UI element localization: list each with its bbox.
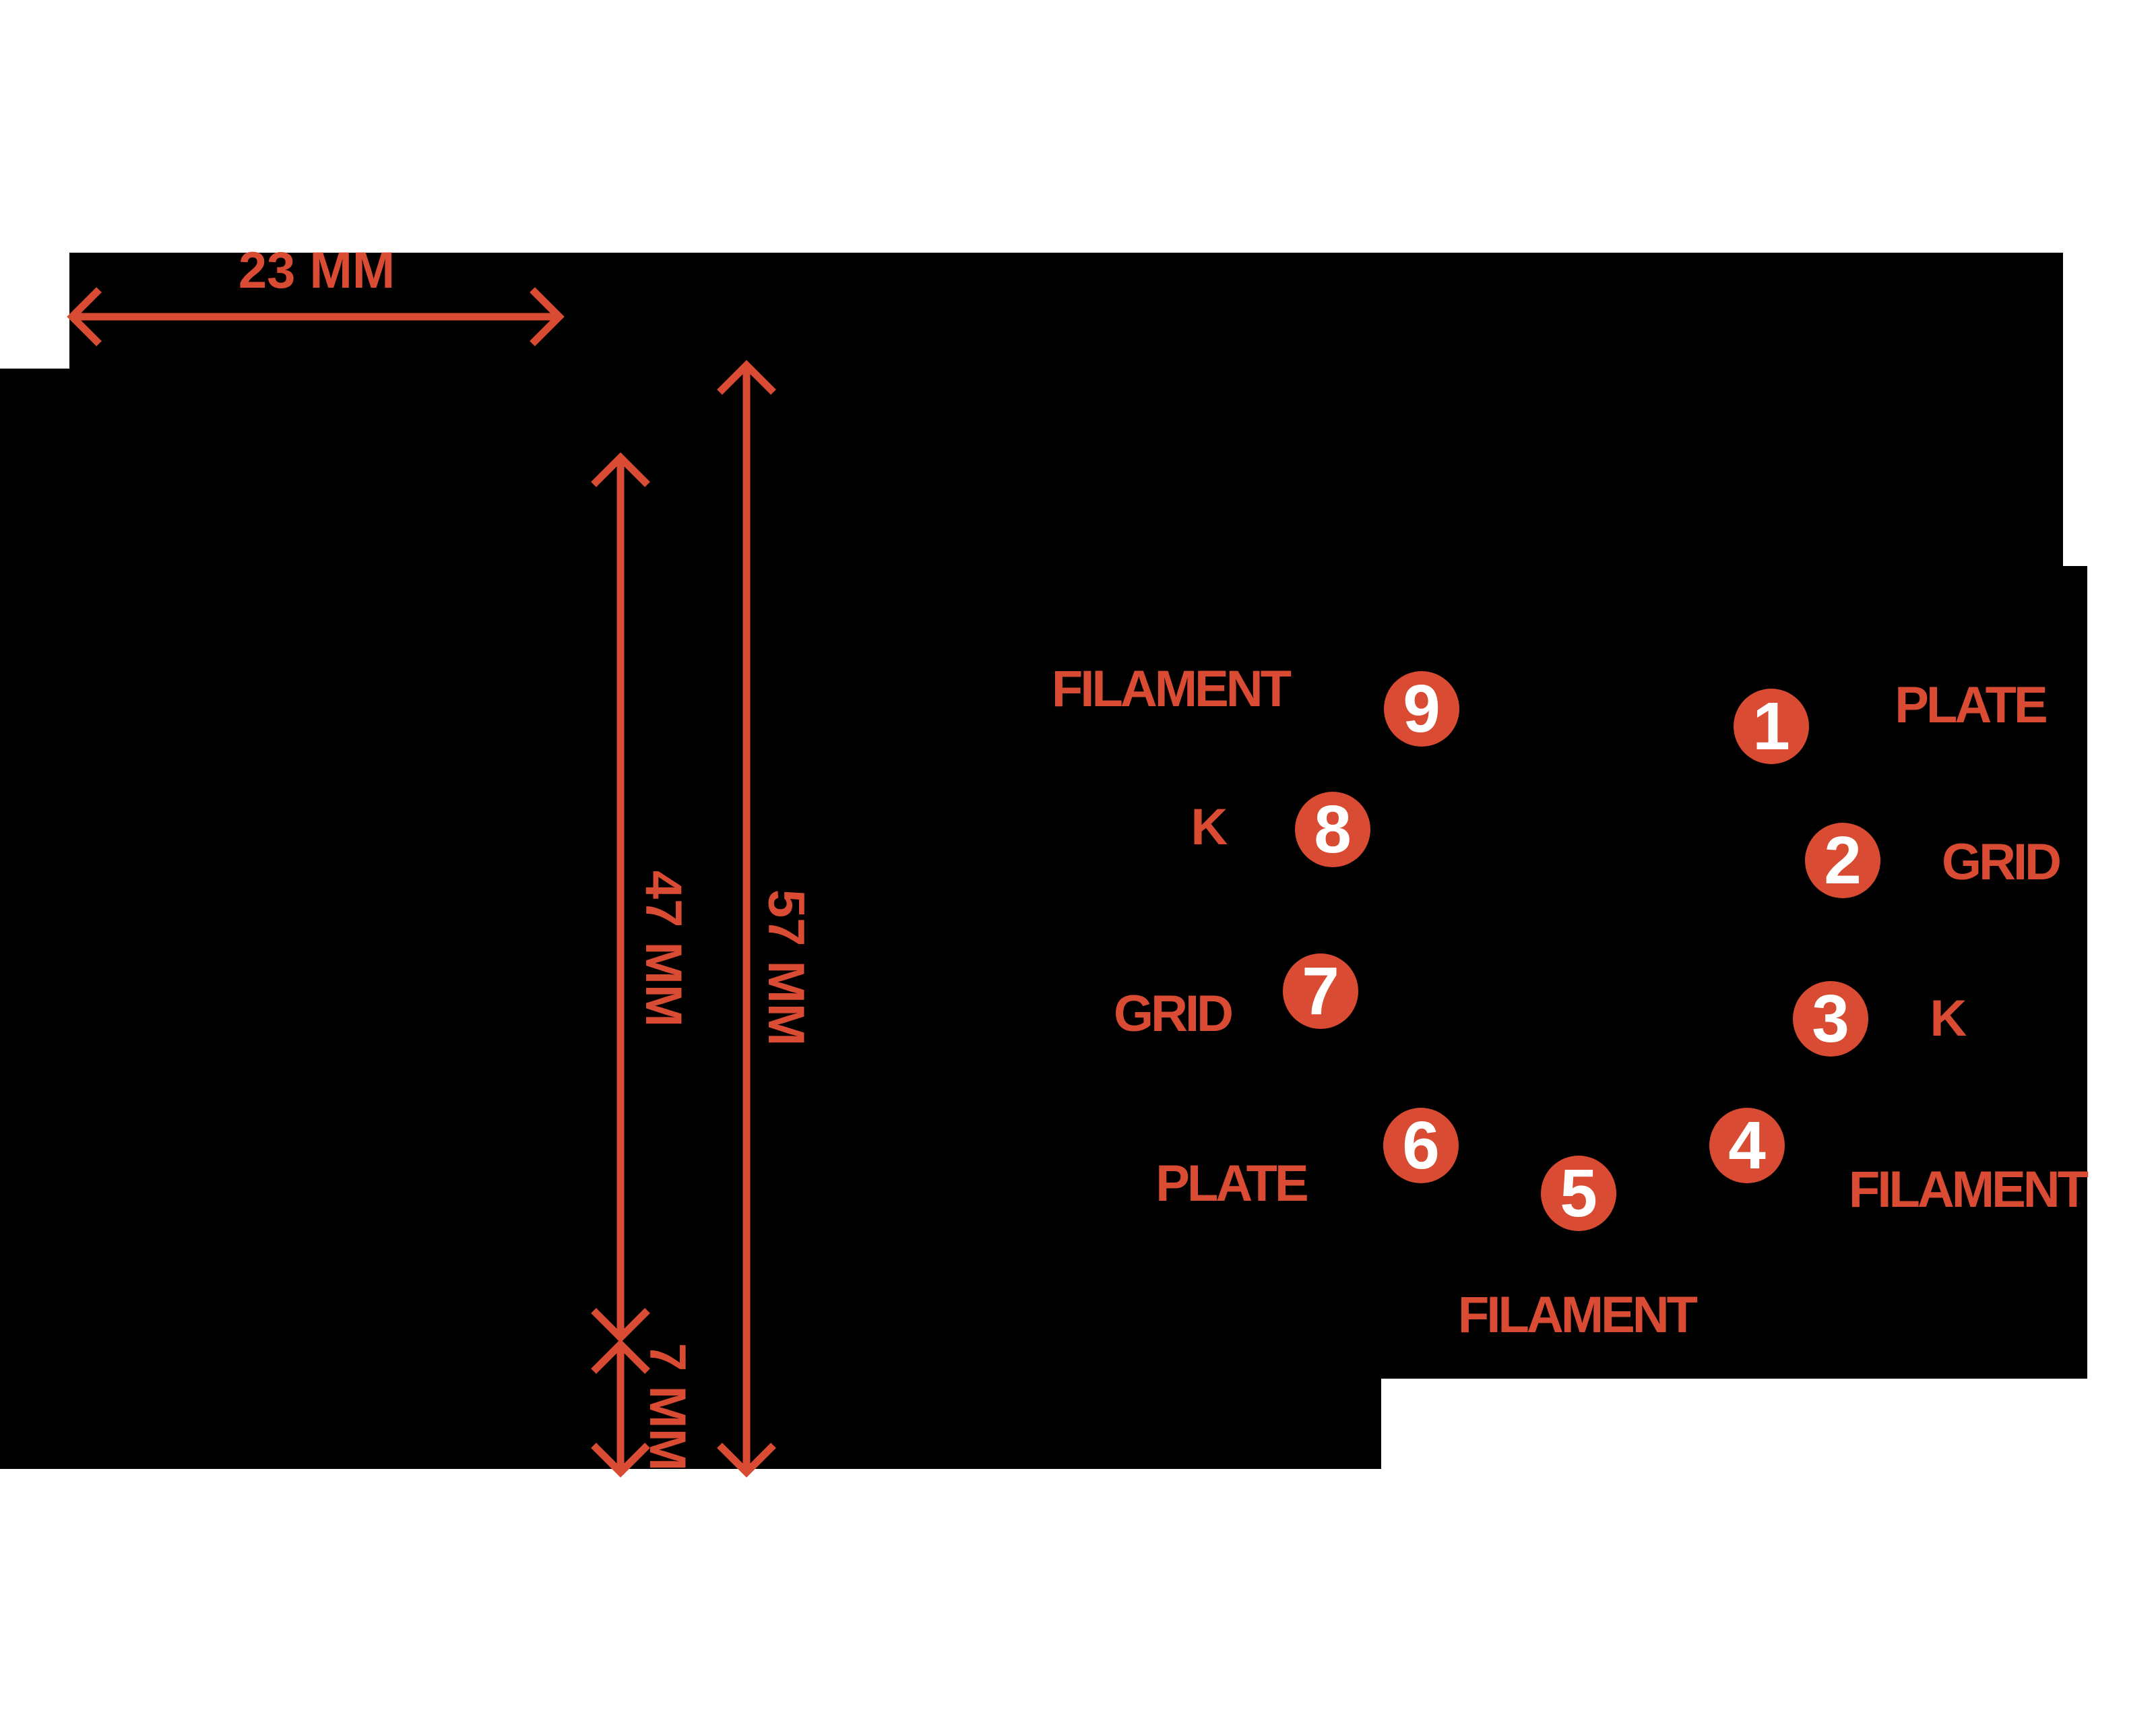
dim-base-height-label: 7 MM (639, 1343, 696, 1471)
pin-number: 8 (1314, 792, 1352, 867)
pin-circle-5: 5 (1541, 1156, 1616, 1231)
pin-label-5: FILAMENT (1457, 1286, 1698, 1344)
dim-width-label: 23 MM (238, 242, 395, 299)
pin-number: 3 (1812, 981, 1849, 1057)
pin-number: 6 (1402, 1108, 1440, 1183)
pin-number: 4 (1728, 1108, 1766, 1183)
pin-circle-1: 1 (1734, 689, 1809, 764)
arrowhead-left-icon (67, 287, 102, 346)
pin-number: 5 (1560, 1156, 1597, 1231)
arrowhead-up-icon (591, 452, 650, 487)
pin-number: 1 (1752, 689, 1790, 764)
arrowhead-down-icon (591, 1443, 650, 1478)
pin-label-6: PLATE (1155, 1155, 1308, 1212)
pin-circle-6: 6 (1383, 1108, 1459, 1183)
dim-inner-height-label: 47 MM (635, 870, 692, 1028)
dim-overall-height-label: 57 MM (757, 889, 815, 1046)
pin-circle-7: 7 (1283, 953, 1358, 1029)
pin-circle-4: 4 (1709, 1108, 1785, 1183)
pin-label-9: FILAMENT (1051, 660, 1292, 718)
arrowhead-up-icon (591, 1339, 650, 1374)
pin-label-8: K (1191, 798, 1228, 856)
arrowhead-down-icon (591, 1308, 650, 1343)
arrowhead-right-icon (530, 287, 565, 346)
dim-overall-height-arrow (717, 360, 776, 1478)
pin-circle-3: 3 (1793, 981, 1868, 1057)
pin-number: 2 (1824, 823, 1862, 898)
pin-label-7: GRID (1114, 985, 1234, 1042)
arrowhead-down-icon (717, 1443, 776, 1478)
pin-circle-8: 8 (1295, 792, 1370, 867)
dim-width-arrow (67, 287, 565, 346)
pin-circle-9: 9 (1384, 671, 1459, 747)
pin-label-1: PLATE (1895, 677, 2048, 734)
dim-base-height-arrow (591, 1339, 650, 1478)
dim-inner-height-arrow (591, 452, 650, 1343)
pin-label-4: FILAMENT (1848, 1161, 2089, 1218)
pin-label-2: GRID (1942, 834, 2062, 891)
pin-label-3: K (1930, 990, 1967, 1047)
arrowhead-up-icon (717, 360, 776, 395)
pin-number: 9 (1403, 671, 1440, 747)
pin-circle-2: 2 (1805, 823, 1880, 898)
pin-number: 7 (1302, 953, 1339, 1029)
